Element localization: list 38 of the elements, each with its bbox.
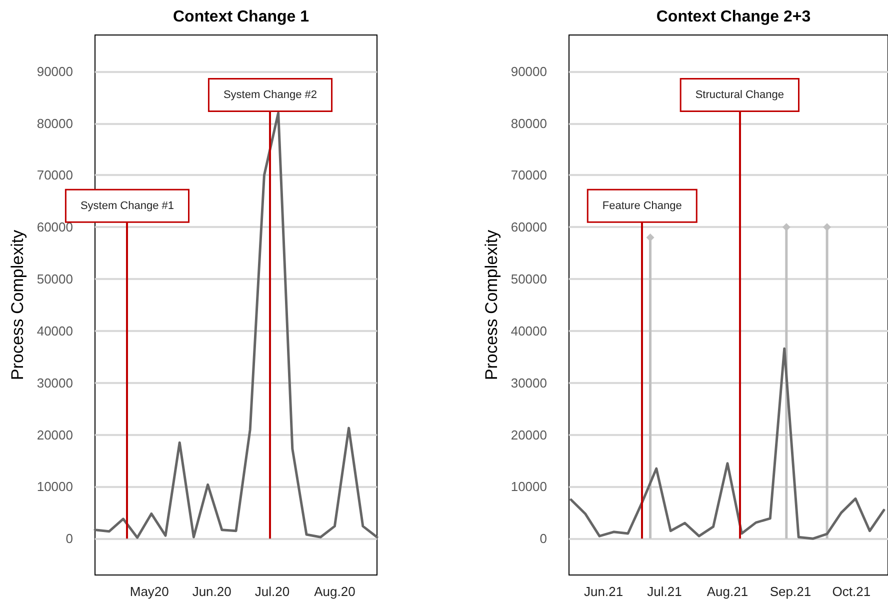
ref-line-label: System Change #1 — [80, 200, 174, 212]
y-tick-label: 40000 — [36, 323, 73, 338]
y-tick-label: 20000 — [36, 427, 73, 442]
x-tick-label: Aug.20 — [314, 584, 356, 599]
x-tick-label: Sep.21 — [770, 584, 812, 599]
y-tick-label: 50000 — [36, 272, 73, 287]
y-tick-label: 90000 — [510, 64, 547, 79]
y-tick-label: 70000 — [36, 168, 73, 183]
y-tick-label: 60000 — [36, 220, 73, 235]
line-series — [570, 347, 886, 540]
x-tick-label: Jul.21 — [647, 584, 682, 599]
y-tick-label: 70000 — [510, 168, 547, 183]
y-tick-label: 40000 — [510, 323, 547, 338]
y-tick-label: 10000 — [36, 479, 73, 494]
y-tick-label: 60000 — [510, 220, 547, 235]
x-tick-label: Aug.21 — [706, 584, 748, 599]
y-tick-label: 30000 — [36, 375, 73, 390]
y-tick-label: 80000 — [36, 116, 73, 131]
ref-line-label: Structural Change — [695, 89, 784, 102]
y-axis-title: Process Complexity — [8, 229, 27, 380]
x-tick-label: Jun.20 — [192, 584, 232, 599]
y-tick-label: 90000 — [36, 64, 73, 79]
ref-line-label: Feature Change — [602, 200, 682, 212]
y-axis-title: Process Complexity — [482, 229, 501, 380]
y-tick-label: 30000 — [510, 375, 547, 390]
chart-title: Context Change 1 — [172, 8, 310, 26]
y-tick-label: 80000 — [510, 116, 547, 131]
x-tick-label: Oct.21 — [832, 584, 871, 599]
x-tick-label: May20 — [130, 584, 169, 599]
y-tick-label: 0 — [66, 531, 73, 546]
y-tick-label: 50000 — [510, 272, 547, 287]
x-tick-label: Jun.21 — [584, 584, 624, 599]
y-tick-label: 20000 — [510, 427, 547, 442]
y-tick-label: 10000 — [510, 479, 547, 494]
ref-line-label: System Change #2 — [223, 89, 318, 102]
x-tick-label: Jul.20 — [254, 584, 290, 599]
chart-title: Context Change 2+3 — [656, 8, 811, 26]
y-tick-label: 0 — [540, 531, 547, 546]
